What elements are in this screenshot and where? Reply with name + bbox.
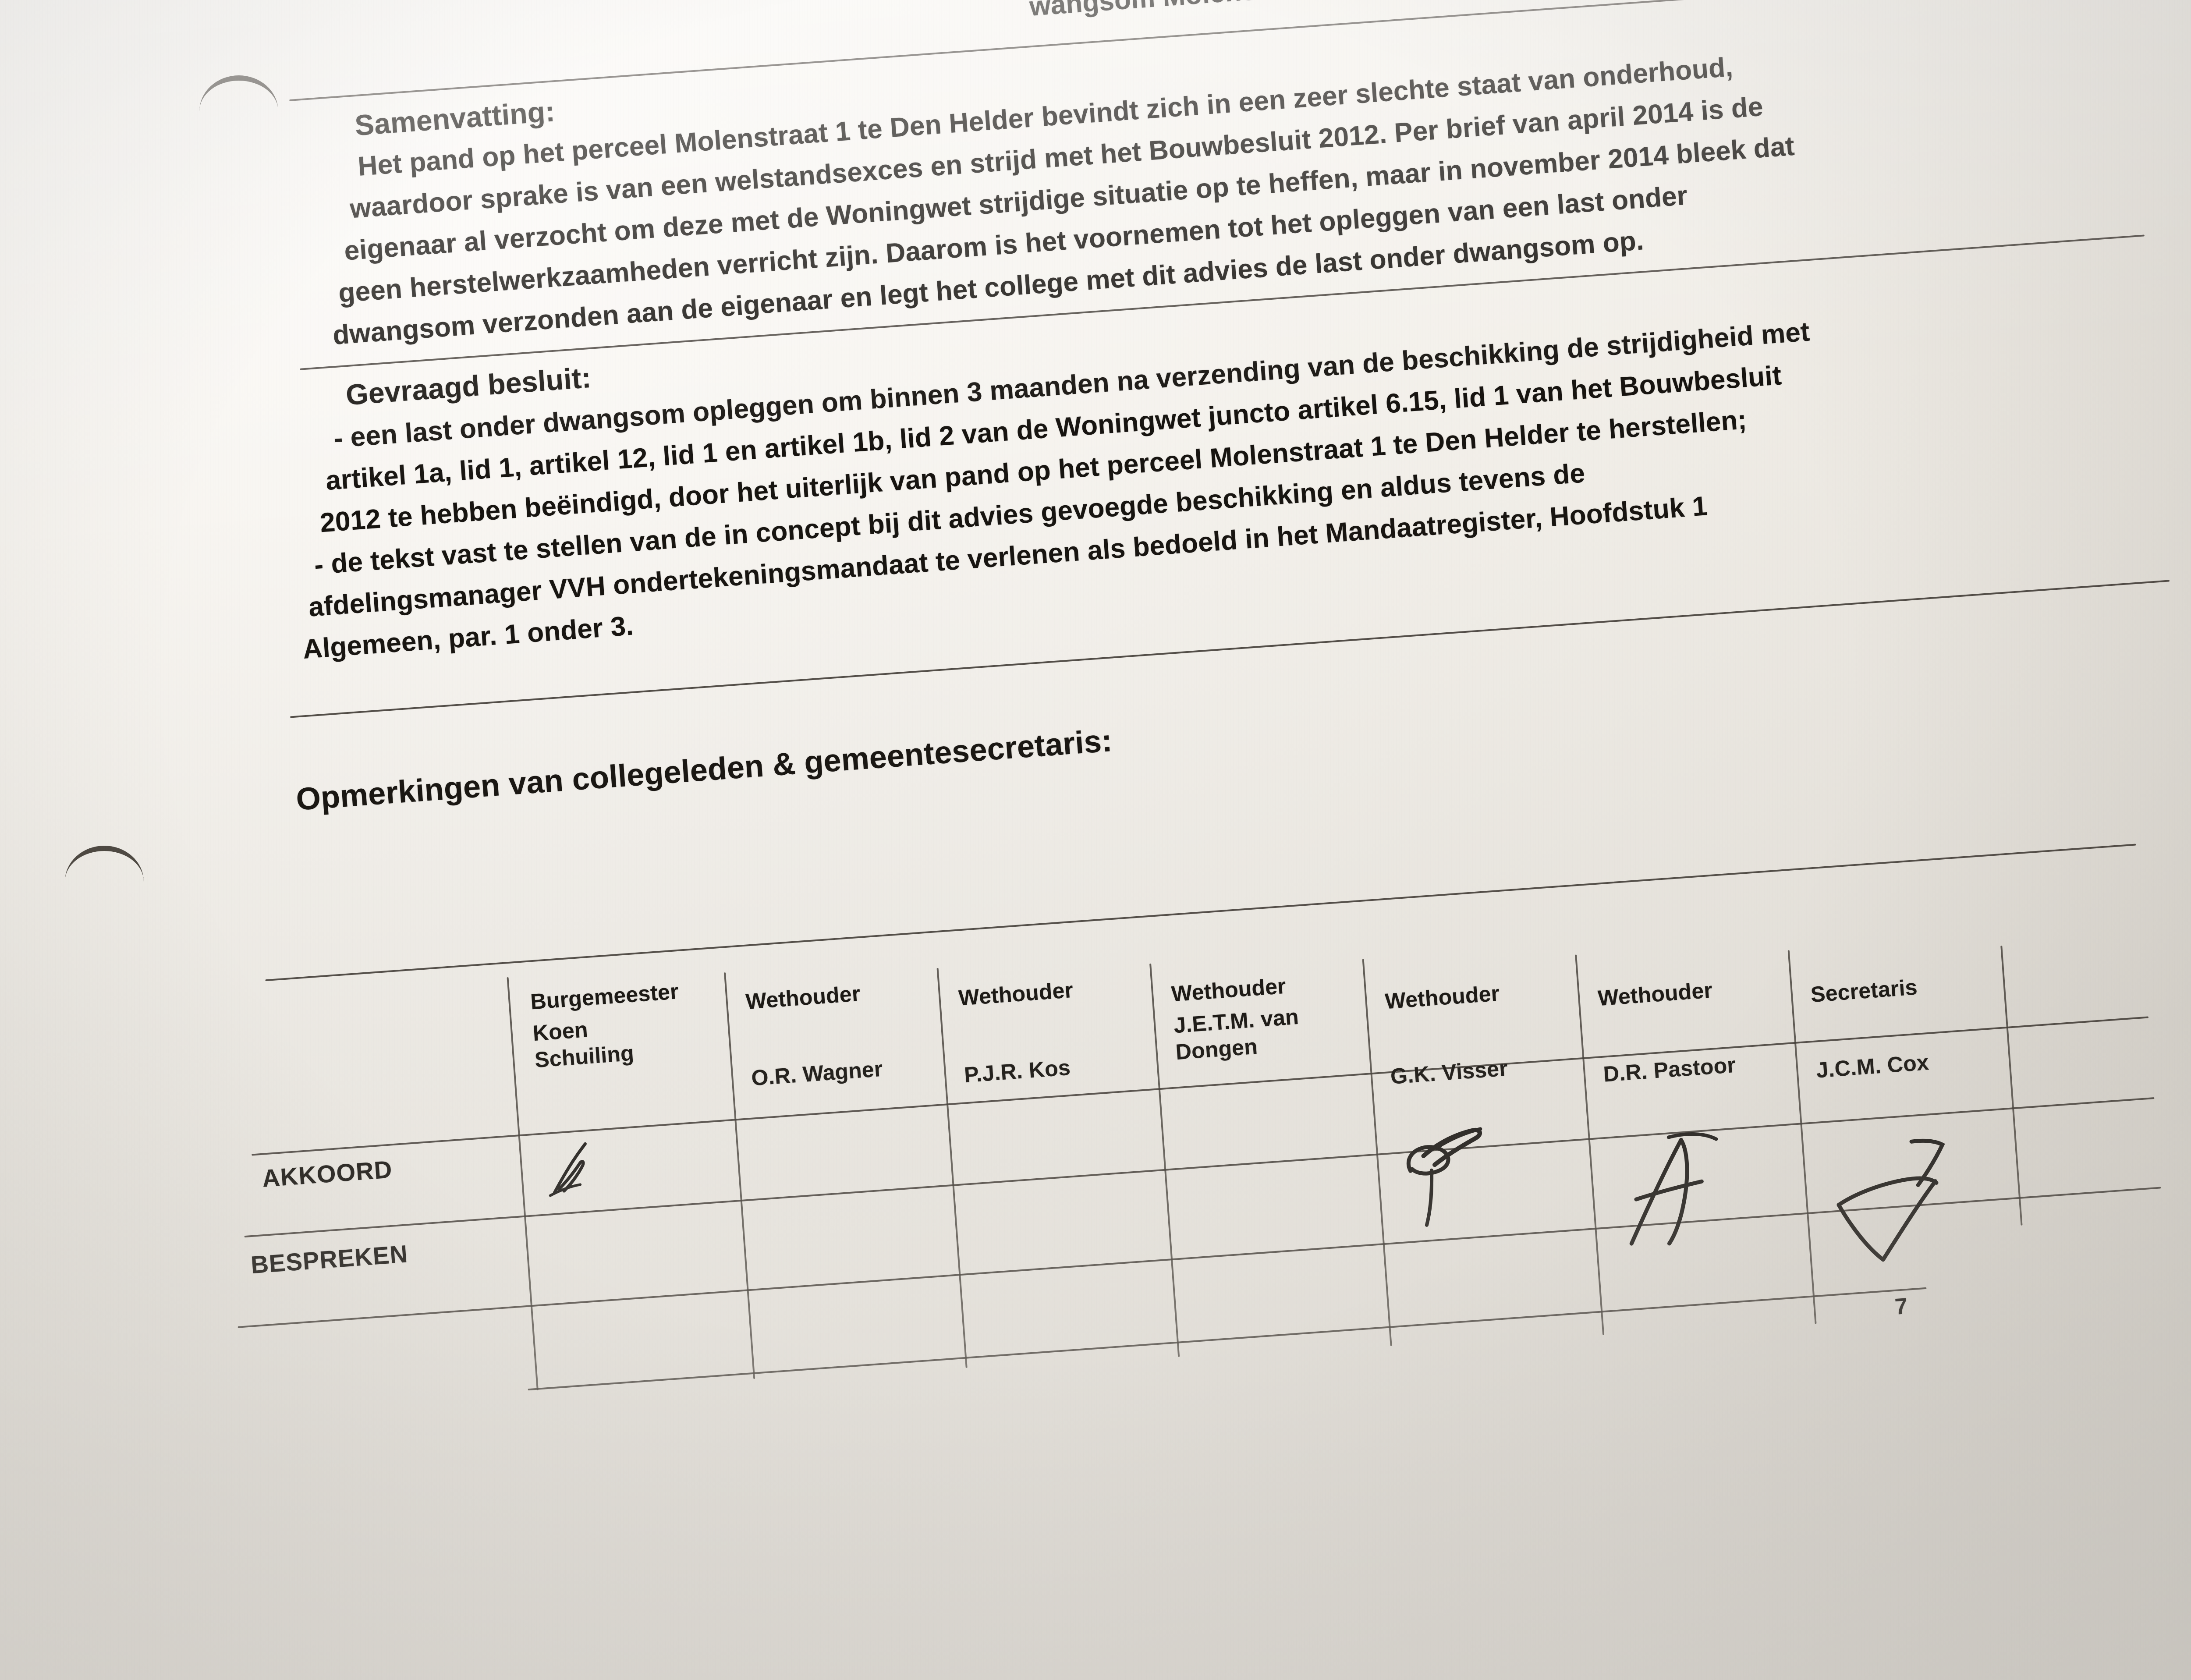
table-col-name: J.C.M. Cox — [1815, 1050, 1930, 1083]
signature-mark-pastoor — [1629, 1132, 1718, 1246]
table-col-name: J.E.T.M. van Dongen — [1173, 1004, 1300, 1065]
signature-mark-schuiling — [549, 1142, 587, 1197]
table-col-role: Wethouder — [745, 981, 862, 1014]
decision-heading: Gevraagd besluit: — [344, 361, 592, 411]
table-row-label-bespreken: BESPREKEN — [250, 1240, 409, 1279]
table-row-label-akkoord: AKKOORD — [261, 1155, 394, 1192]
table-col-role: Wethouder — [957, 977, 1074, 1010]
table-rule-bottom — [528, 1287, 1927, 1391]
summary-heading: Samenvatting: — [354, 95, 556, 142]
table-vline-2 — [936, 968, 968, 1368]
table-col-name: O.R. Wagner — [750, 1056, 884, 1091]
signature-mark-cox — [1836, 1138, 1945, 1262]
table-rule-top — [265, 844, 2136, 982]
table-col-name: G.K. Visser — [1390, 1056, 1509, 1089]
table-col-role: Wethouder — [1597, 978, 1713, 1011]
page-number: 7 — [1894, 1294, 1909, 1320]
remarks-heading: Opmerkingen van collegeleden & gemeentes… — [295, 723, 1113, 817]
table-vline-7 — [2000, 946, 2023, 1226]
document-title-fragment: wangsom Molenstraat 1 — [1028, 0, 1340, 22]
table-col-role: Wethouder — [1384, 981, 1501, 1014]
table-vline-1 — [724, 972, 755, 1379]
table-col-name: P.J.R. Kos — [963, 1055, 1071, 1088]
table-rule-bespreken-bottom — [238, 1187, 2161, 1328]
table-col-name: Koen Schuiling — [532, 1017, 635, 1073]
table-col-role: Burgemeester — [529, 979, 680, 1014]
table-col-role: Secretaris — [1810, 975, 1918, 1007]
table-rule-akkoord-bottom — [244, 1097, 2155, 1238]
